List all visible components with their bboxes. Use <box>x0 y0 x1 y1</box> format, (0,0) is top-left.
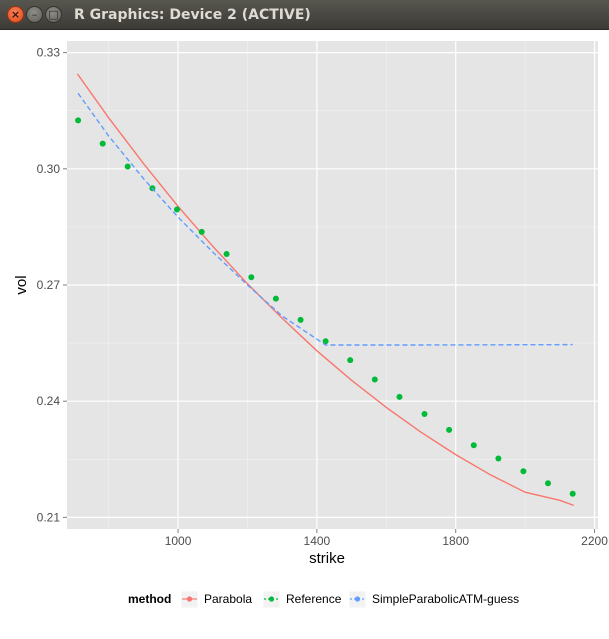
data-point-reference <box>124 163 131 170</box>
series-layer <box>75 73 576 507</box>
x-axis-tick-labels: 1000 1400 1800 2200 <box>165 534 608 548</box>
data-point-reference <box>545 480 551 487</box>
data-point-reference <box>446 426 453 433</box>
data-point-reference <box>520 468 527 475</box>
x-tick-label: 1400 <box>304 534 331 548</box>
data-point-reference <box>198 228 205 235</box>
window-title: R Graphics: Device 2 (ACTIVE) <box>74 7 311 23</box>
axis-ticks <box>63 52 596 533</box>
data-point-reference <box>322 338 329 345</box>
data-point-reference <box>272 295 279 302</box>
window-titlebar[interactable]: × – □ R Graphics: Device 2 (ACTIVE) <box>0 0 609 30</box>
data-point-reference <box>396 393 403 400</box>
y-axis-tick-labels: 0.21 0.24 0.27 0.30 0.33 <box>37 46 61 525</box>
legend-title: method <box>128 592 171 606</box>
data-point-reference <box>495 455 502 462</box>
data-point-reference <box>174 206 180 213</box>
legend: method Parabola Reference SimpleParabolicA… <box>128 590 519 609</box>
y-axis-label: vol <box>13 275 30 294</box>
x-tick-label: 1000 <box>165 534 192 548</box>
y-tick-label: 0.24 <box>37 394 61 408</box>
maximize-icon[interactable]: □ <box>45 6 62 23</box>
data-point-reference <box>347 357 354 364</box>
data-point-reference <box>569 490 576 497</box>
major-gridlines <box>67 41 598 529</box>
data-point-reference <box>99 140 106 147</box>
data-point-reference <box>297 316 304 323</box>
legend-label-reference: Reference <box>286 592 342 606</box>
data-point-reference <box>223 251 230 257</box>
legend-items: Parabola Reference SimpleParabolicATM-gues… <box>180 590 519 609</box>
y-tick-label: 0.33 <box>37 46 61 60</box>
legend-label-simpleparabolicatm-guess: SimpleParabolicATM-guess <box>372 592 519 606</box>
x-tick-label: 2200 <box>581 534 608 548</box>
x-axis-label: strike <box>309 550 345 567</box>
data-point-reference <box>371 376 378 383</box>
close-icon[interactable]: × <box>7 6 24 23</box>
data-point-reference <box>421 411 428 417</box>
legend-label-parabola: Parabola <box>204 592 252 606</box>
legend-key-point-parabola <box>186 596 193 602</box>
y-tick-label: 0.21 <box>37 510 61 524</box>
series-line-parabola <box>76 73 574 507</box>
y-tick-label: 0.27 <box>37 278 61 292</box>
data-point-reference <box>75 117 82 124</box>
data-point-reference <box>470 442 477 449</box>
legend-key-point-reference <box>268 596 275 602</box>
data-point-reference <box>248 274 255 281</box>
x-tick-label: 1800 <box>442 534 469 548</box>
series-line-simpleparabolicatm-guess <box>77 92 573 346</box>
legend-key-point-simpleparabolicatm-guess <box>354 596 361 602</box>
y-tick-label: 0.30 <box>37 162 61 176</box>
minimize-icon[interactable]: – <box>26 6 43 23</box>
